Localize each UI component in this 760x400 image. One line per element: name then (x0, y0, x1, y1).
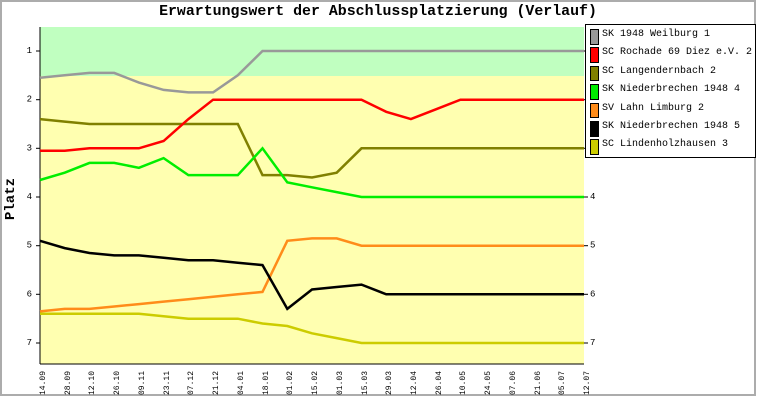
svg-text:26.10: 26.10 (113, 371, 122, 395)
svg-text:5: 5 (590, 241, 595, 251)
svg-text:24.05: 24.05 (484, 371, 493, 395)
svg-text:4: 4 (27, 192, 32, 202)
svg-text:07.06: 07.06 (509, 371, 518, 395)
svg-text:5: 5 (27, 241, 32, 251)
svg-text:1: 1 (27, 46, 32, 56)
svg-text:Platz: Platz (3, 178, 19, 220)
svg-text:12.04: 12.04 (410, 371, 419, 395)
svg-text:3: 3 (27, 143, 32, 153)
svg-text:04.01: 04.01 (237, 371, 246, 395)
svg-text:01.02: 01.02 (286, 371, 295, 395)
svg-text:07.12: 07.12 (187, 371, 196, 395)
svg-text:6: 6 (590, 289, 595, 299)
svg-text:09.11: 09.11 (138, 371, 147, 395)
svg-text:21.06: 21.06 (534, 371, 543, 395)
svg-text:7: 7 (590, 338, 595, 348)
svg-text:12.10: 12.10 (88, 371, 97, 395)
svg-text:12.07: 12.07 (583, 371, 592, 395)
svg-text:01.03: 01.03 (336, 371, 345, 395)
svg-text:14.09: 14.09 (39, 371, 48, 395)
svg-text:6: 6 (27, 289, 32, 299)
svg-text:7: 7 (27, 338, 32, 348)
svg-text:15.02: 15.02 (311, 371, 320, 395)
svg-text:05.07: 05.07 (558, 371, 567, 395)
svg-text:15.03: 15.03 (361, 371, 370, 395)
svg-text:4: 4 (590, 192, 595, 202)
svg-text:29.03: 29.03 (385, 371, 394, 395)
svg-text:28.09: 28.09 (64, 371, 73, 395)
svg-text:21.12: 21.12 (212, 371, 221, 395)
svg-text:18.01: 18.01 (262, 371, 271, 395)
svg-text:10.05: 10.05 (459, 371, 468, 395)
svg-text:2: 2 (27, 95, 32, 105)
svg-text:23.11: 23.11 (163, 371, 172, 395)
svg-text:26.04: 26.04 (435, 371, 444, 395)
